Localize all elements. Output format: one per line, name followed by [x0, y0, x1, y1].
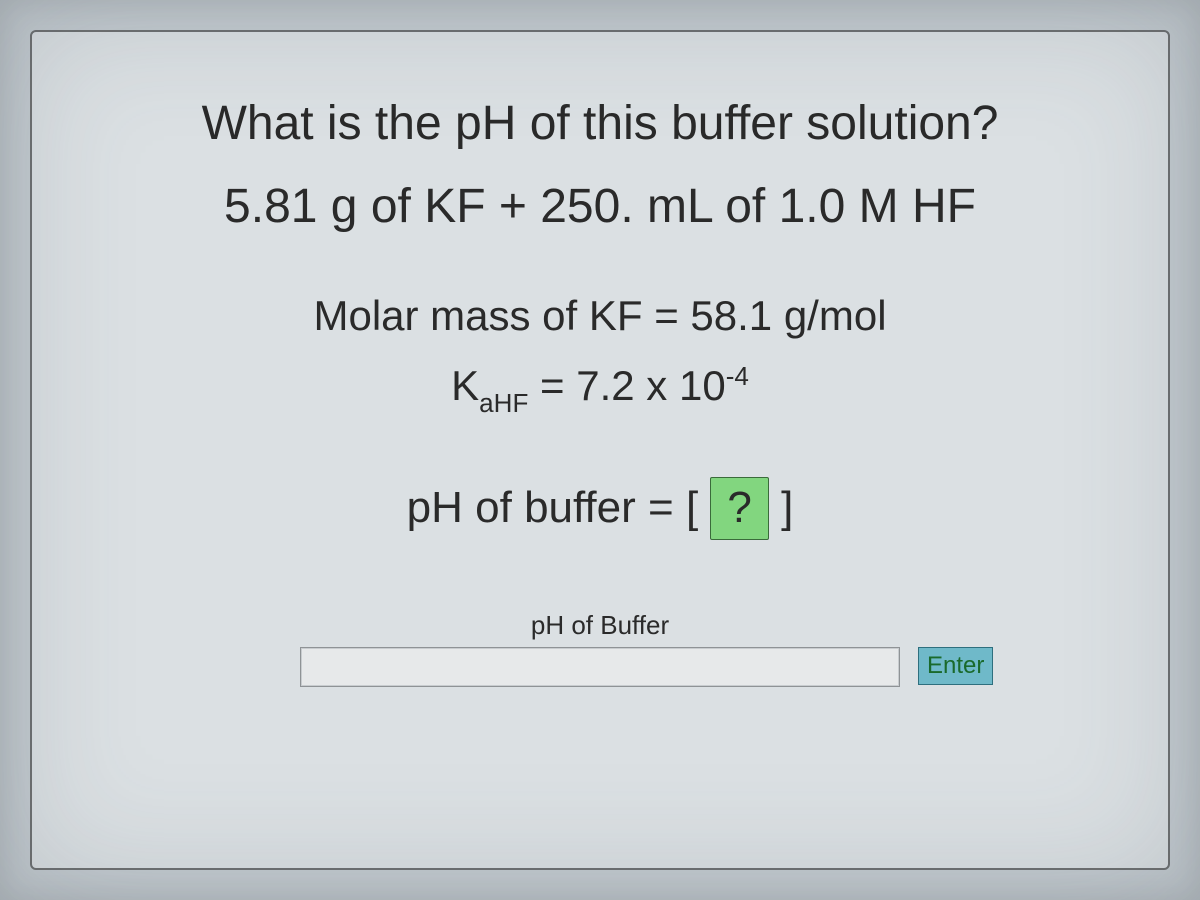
enter-button[interactable]: Enter: [918, 647, 993, 685]
molar-mass-prefix: Molar mass of KF =: [313, 292, 690, 339]
answer-bracket-open: [: [686, 483, 710, 532]
question-line-2: 5.81 g of KF + 250. mL of 1.0 M HF: [72, 175, 1128, 240]
ka-value-exp: -4: [726, 361, 749, 391]
answer-input-label: pH of Buffer: [250, 610, 950, 641]
ka-equals: =: [528, 362, 576, 409]
ka-symbol-k: K: [451, 362, 479, 409]
molar-mass-line: Molar mass of KF = 58.1 g/mol: [72, 288, 1128, 345]
ka-symbol-sub: aHF: [479, 388, 528, 418]
question-panel: What is the pH of this buffer solution? …: [30, 30, 1170, 870]
question-line-1: What is the pH of this buffer solution?: [72, 92, 1128, 157]
answer-bracket-close: ]: [769, 483, 793, 532]
answer-slot: ?: [710, 477, 768, 540]
answer-input-row: pH of Buffer: [250, 610, 950, 687]
molar-mass-value: 58.1 g/mol: [690, 292, 886, 339]
ka-value-base: 7.2 x 10: [576, 362, 725, 409]
ka-line: KaHF = 7.2 x 10-4: [72, 358, 1128, 419]
answer-prompt-line: pH of buffer = [ ? ]: [72, 477, 1128, 540]
answer-prefix: pH of buffer =: [407, 483, 686, 532]
answer-input[interactable]: [300, 647, 900, 687]
